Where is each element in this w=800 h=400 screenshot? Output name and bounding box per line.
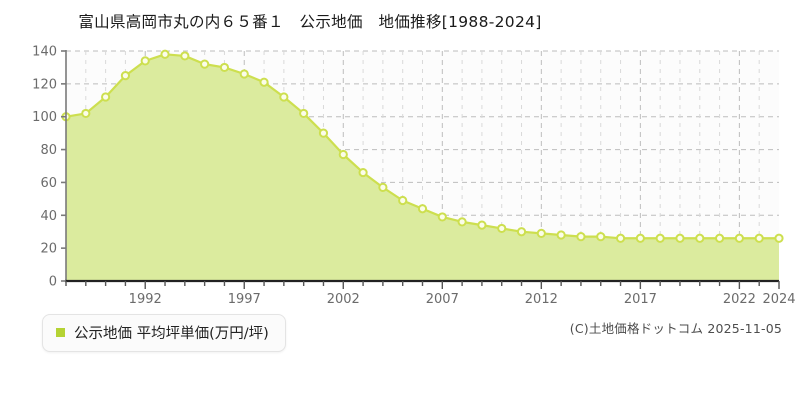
- data-point-marker: [457, 217, 467, 227]
- copyright-credit: (C)土地価格ドットコム 2025-11-05: [569, 321, 782, 336]
- data-point-marker: [437, 212, 447, 222]
- data-point-marker: [398, 195, 408, 206]
- data-point-marker: [556, 230, 566, 240]
- x-tick-label: 2007: [426, 292, 459, 307]
- y-tick-label: 20: [40, 242, 57, 257]
- x-tick-label: 1992: [129, 292, 162, 307]
- data-point-marker: [754, 233, 764, 243]
- data-point-marker: [635, 233, 645, 243]
- data-point-marker: [536, 228, 546, 238]
- data-point-marker: [219, 62, 230, 73]
- data-point-marker: [200, 59, 210, 69]
- data-point-marker: [497, 223, 507, 234]
- data-point-marker: [299, 108, 309, 119]
- data-point-marker: [734, 233, 744, 243]
- data-point-marker: [417, 204, 428, 214]
- series-area-fill: [66, 54, 779, 282]
- x-tick-label: 2012: [525, 292, 558, 307]
- data-point-marker: [695, 233, 705, 243]
- x-tick-label: 2022: [723, 292, 756, 307]
- y-tick-label: 120: [32, 77, 57, 92]
- data-point-marker: [81, 108, 91, 119]
- data-point-marker: [516, 227, 527, 237]
- y-tick-label: 80: [40, 143, 57, 158]
- data-point-marker: [140, 56, 150, 66]
- data-point-marker: [180, 51, 190, 61]
- data-point-marker: [358, 167, 368, 178]
- data-point-marker: [318, 128, 329, 138]
- legend-swatch-icon: [56, 328, 65, 337]
- y-tick-label: 100: [32, 110, 57, 125]
- data-point-marker: [714, 233, 725, 243]
- data-point-marker: [675, 233, 685, 243]
- data-point-marker: [279, 92, 289, 102]
- y-tick-label: 140: [32, 45, 57, 60]
- data-point-marker: [655, 233, 665, 243]
- data-point-marker: [239, 69, 249, 79]
- data-point-marker: [576, 232, 586, 242]
- legend-label: 公示地価 平均坪単価(万円/坪): [74, 326, 269, 342]
- data-point-marker: [774, 233, 784, 243]
- x-tick-label: 2002: [327, 292, 360, 307]
- y-tick-label: 40: [40, 209, 57, 224]
- data-point-marker: [338, 149, 348, 160]
- data-point-marker: [120, 71, 131, 81]
- data-point-marker: [160, 49, 170, 59]
- data-point-marker: [378, 182, 388, 192]
- y-tick-label: 0: [49, 275, 57, 290]
- y-tick-label: 60: [40, 176, 57, 191]
- x-tick-label: 2024: [762, 292, 795, 307]
- x-tick-label: 2017: [624, 292, 657, 307]
- page-title: 富山県高岡市丸の内６５番１ 公示地価 地価推移[1988-2024]: [78, 13, 542, 31]
- data-point-marker: [596, 232, 606, 242]
- chart-legend[interactable]: 公示地価 平均坪単価(万円/坪): [42, 314, 286, 352]
- data-point-marker: [259, 77, 269, 87]
- data-point-marker: [615, 233, 626, 243]
- x-tick-label: 1997: [228, 292, 261, 307]
- data-point-marker: [101, 92, 111, 102]
- data-point-marker: [477, 220, 487, 230]
